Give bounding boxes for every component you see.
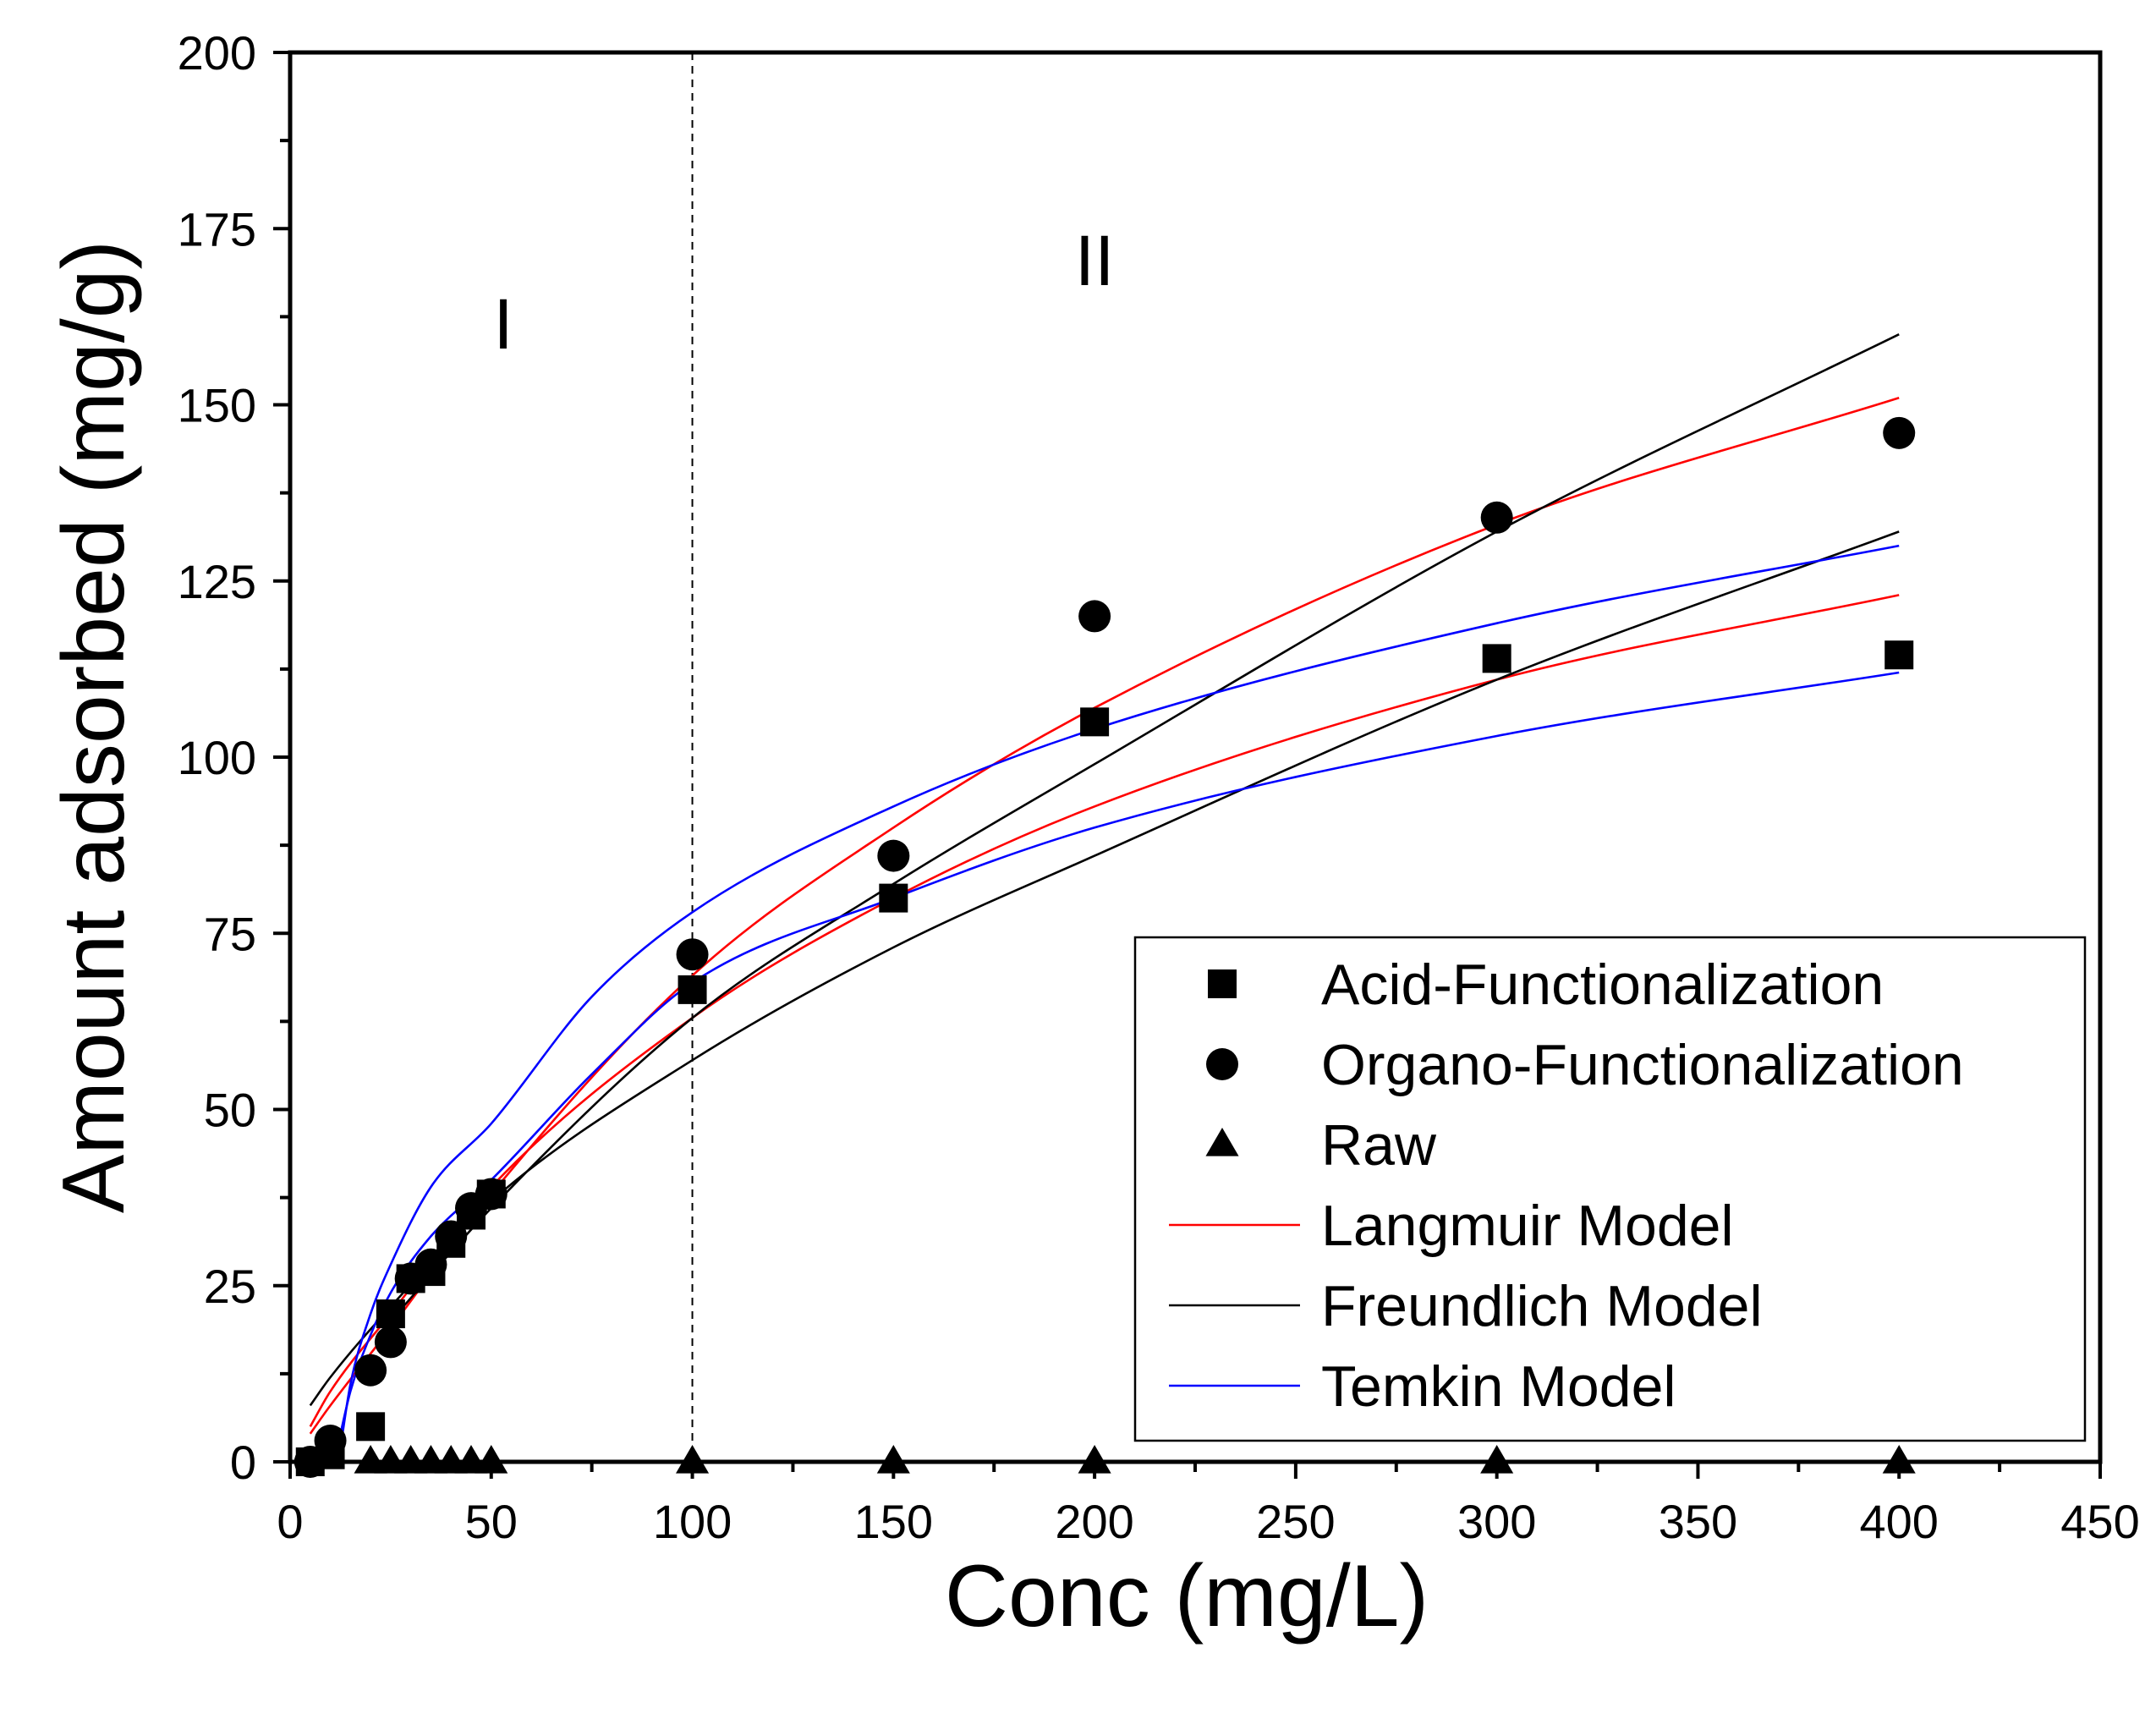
legend-label-raw: Raw [1321,1113,1437,1178]
organo-functionalization-point [1883,416,1916,449]
acid-functionalization-point [376,1299,405,1329]
legend-label-langmuir-model: Langmuir Model [1321,1194,1734,1258]
organo-functionalization-point [314,1425,347,1458]
x-tick-label: 350 [1659,1495,1737,1548]
x-axis-title: Conc (mg/L) [945,1547,1429,1645]
organo-functionalization-point [676,938,709,971]
legend-label-organo-functionalization: Organo-Functionalization [1321,1033,1964,1097]
x-tick-label: 50 [465,1495,518,1548]
acid-functionalization-point [678,975,707,1004]
y-tick-label: 0 [230,1436,256,1489]
axes: 0 50 100 150 200 250 300 350 400 450 0 25 50 75 100 125… [178,26,2140,1548]
region-label-1: I [493,284,513,364]
raw-point [676,1444,710,1474]
y-tick-label: 175 [178,202,256,255]
organo-functionalization-point [475,1178,507,1211]
acid-functionalization-point [356,1412,386,1442]
raw-point [1882,1444,1916,1474]
y-tick-label: 25 [204,1260,256,1313]
raw-point [1078,1444,1111,1474]
legend-box [1133,936,2087,1442]
acid-functionalization-point [1884,640,1914,670]
x-tick-label: 250 [1256,1495,1335,1548]
y-tick-label: 75 [204,907,256,960]
organo-functionalization-point [374,1326,407,1359]
x-tick-label: 0 [277,1495,303,1548]
organo-functionalization-point [877,839,910,872]
region-label-2: II [1075,221,1115,300]
legend-marker-organo-functionalization [1206,1048,1238,1080]
legend-marker-raw [1205,1127,1239,1156]
raw-point [876,1444,910,1474]
y-axis-title: Amount adsorbed (mg/g) [45,240,143,1213]
y-tick-label: 150 [178,379,256,432]
y-tick-label: 200 [178,26,256,80]
organo-functionalization-point [414,1248,447,1281]
temkin-model-curve-2 [337,544,1900,1463]
x-tick-label: 300 [1457,1495,1536,1548]
raw-point [1480,1444,1514,1474]
raw-point [475,1444,508,1474]
legend-label-acid-functionalization: Acid-Functionalization [1321,953,1884,1017]
organo-functionalization-point [1480,501,1513,534]
organo-functionalization-point [1078,600,1111,633]
legend-label-temkin-model: Temkin Model [1321,1354,1676,1419]
freundlich-model-curve-2 [389,333,1900,1322]
y-tick-label: 100 [178,731,256,784]
x-tick-label: 400 [1860,1495,1939,1548]
y-tick-label: 50 [204,1084,256,1137]
plot-area: III [294,52,1916,1478]
legend-label-freundlich-model: Freundlich Model [1321,1274,1763,1338]
organo-functionalization-point [354,1354,387,1387]
legend-marker-acid-functionalization [1208,969,1237,998]
acid-functionalization-point [1482,644,1511,673]
x-tick-label: 100 [653,1495,732,1548]
x-tick-label: 450 [2060,1495,2139,1548]
legend: Acid-Functionalization Organo-Functionali… [1133,936,2087,1442]
x-tick-label: 200 [1055,1495,1133,1548]
organo-functionalization-point [435,1220,468,1253]
y-tick-label: 125 [178,555,256,608]
x-tick-label: 150 [854,1495,933,1548]
acid-functionalization-point [879,883,908,913]
acid-functionalization-point [1080,707,1110,737]
